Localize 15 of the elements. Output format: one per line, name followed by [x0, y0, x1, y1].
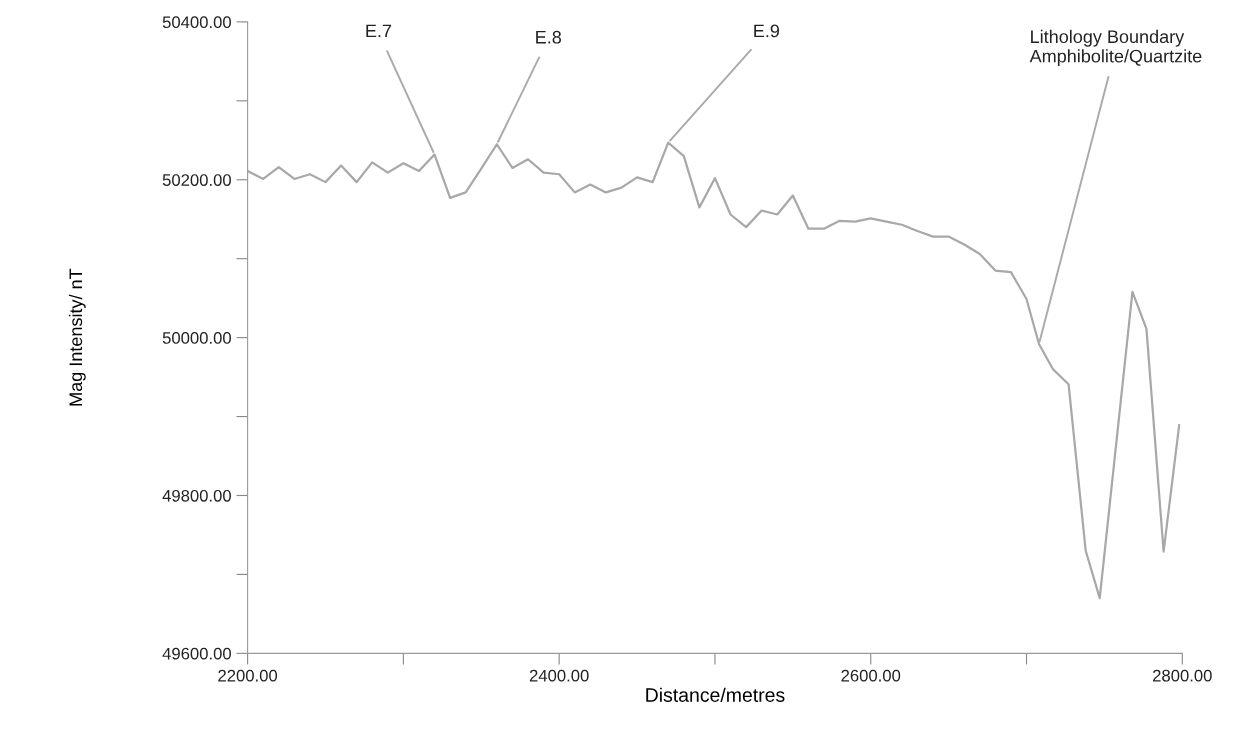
annotation: E.7: [366, 24, 392, 38]
annotation: E.8: [536, 30, 562, 44]
y-tick-label: 50000.00: [162, 332, 231, 344]
x-tick-label: 2600.00: [841, 669, 901, 682]
y-tick-label: 50400.00: [162, 16, 231, 29]
x-tick-label: 2200.00: [218, 669, 278, 682]
y-tick-label: 49800.00: [162, 489, 231, 502]
y-tick-label: 49600.00: [162, 647, 231, 660]
x-tick-label: 2800.00: [1153, 669, 1212, 682]
x-tick-label: 2400.00: [529, 669, 589, 682]
annotation: E.9: [754, 24, 780, 38]
annotation: Lithology Boundary Amphibolite/Quartzite: [1029, 29, 1202, 67]
x-axis-title: Distance/metres: [646, 687, 785, 702]
y-tick-label: 50200.00: [162, 174, 231, 186]
y-axis-title: Mag Intensity/ nT: [68, 268, 86, 406]
